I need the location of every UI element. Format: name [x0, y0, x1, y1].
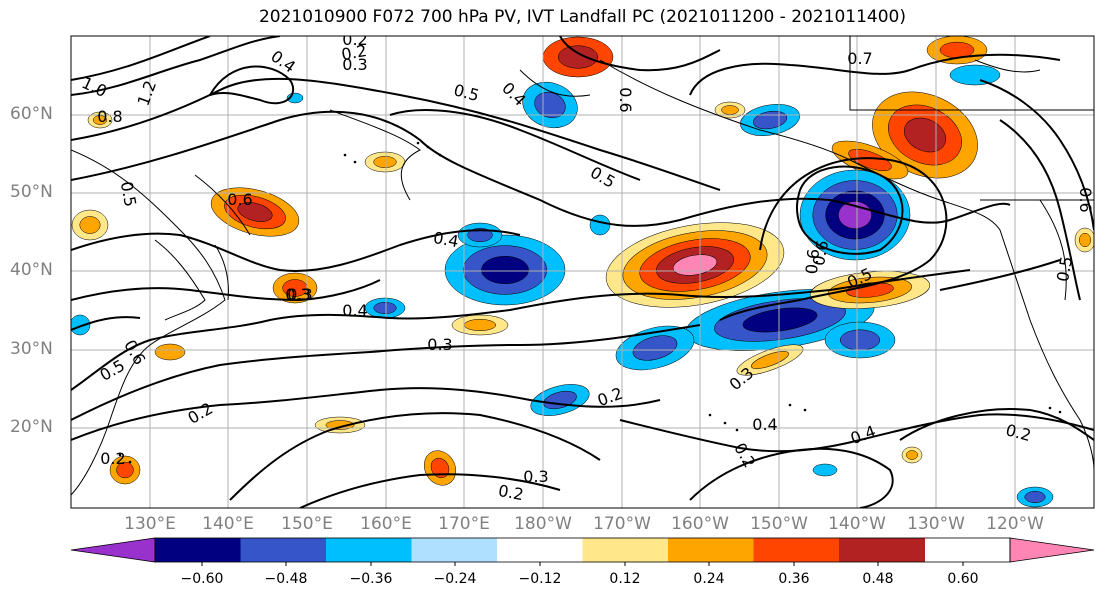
lon-label: 150°E: [281, 514, 333, 534]
lat-label: 60°N: [10, 104, 53, 124]
lon-label: 130°W: [907, 514, 965, 534]
colorbar-tick-label: −0.48: [264, 571, 308, 587]
colorbar-tick-label: 0.36: [778, 571, 810, 587]
colorbar-tick-label: −0.12: [518, 571, 562, 587]
contour-label: 0.3: [342, 55, 367, 74]
contour-label: 0.2: [100, 449, 125, 468]
contour-label: 0.7: [847, 49, 872, 68]
contour-label: 0.6: [227, 190, 252, 209]
colorbar-tick-label: 0.48: [862, 571, 894, 587]
pv-contours: [71, 36, 1094, 508]
lon-label: 140°E: [202, 514, 254, 534]
colorbar-extend-low: [70, 537, 156, 563]
colorbar-tick-label: −0.36: [349, 571, 393, 587]
contour-label: 0.5: [1053, 255, 1076, 283]
colorbar-tick-label: 0.24: [693, 571, 725, 587]
lat-label: 20°N: [10, 417, 53, 437]
colorbar-tick-label: −0.60: [180, 571, 224, 587]
lon-label: 160°E: [360, 514, 412, 534]
contour-label: 0.4: [342, 301, 367, 320]
contour-label: 0.3: [287, 285, 312, 304]
contour-label: 0.3: [523, 467, 548, 486]
pc-shading: [71, 36, 1094, 508]
lat-label: 50°N: [10, 182, 53, 202]
lon-label: 180°W: [514, 514, 572, 534]
contour-label: 0.3: [285, 285, 310, 304]
contour-label: 0.2: [342, 30, 367, 49]
contour-label: 0.6: [1076, 187, 1095, 212]
lon-label: 140°W: [828, 514, 886, 534]
contour-label: 0.8: [97, 107, 122, 126]
lon-label: 170°E: [438, 514, 490, 534]
map-title: 2021010900 F072 700 hPa PV, IVT Landfall…: [258, 7, 906, 27]
lat-label: 40°N: [10, 260, 53, 280]
contour-label: 0.4: [752, 415, 777, 434]
colorbar-segment: [326, 538, 412, 562]
colorbar-segment: [668, 538, 754, 562]
colorbar-extend-high: [1009, 537, 1095, 563]
contour-label: 0.5: [117, 180, 140, 208]
contour-label: 0.4: [432, 228, 460, 251]
contour-label: 0.6: [809, 239, 832, 267]
colorbar-segment: [839, 538, 925, 562]
colorbar-segment: [582, 538, 669, 562]
lon-label: 120°W: [986, 514, 1044, 534]
colorbar-segment: [497, 538, 583, 562]
lat-label: 30°N: [10, 339, 53, 359]
colorbar-frame: [154, 537, 1011, 563]
colorbar-segment: [753, 538, 840, 562]
contour-label: 0.2: [497, 481, 525, 504]
contour-label: 0.6: [616, 87, 635, 112]
map-frame: [70, 35, 1095, 509]
colorbar-tick-label: 0.60: [947, 571, 979, 587]
graticule: [71, 36, 1094, 508]
colorbar-tick-label: 0.12: [609, 571, 641, 587]
colorbar: [70, 537, 1095, 566]
lon-label: 130°E: [124, 514, 176, 534]
lon-label: 150°W: [750, 514, 808, 534]
contour-label: 0.3: [427, 335, 452, 354]
contour-label: 0.6: [802, 248, 823, 275]
lon-label: 170°W: [593, 514, 651, 534]
colorbar-segment: [155, 538, 241, 562]
colorbar-segment: [240, 538, 327, 562]
lon-label: 160°W: [671, 514, 729, 534]
colorbar-segment: [411, 538, 498, 562]
contour-label: 0.2: [340, 41, 368, 64]
colorbar-tick-label: −0.24: [433, 571, 477, 587]
